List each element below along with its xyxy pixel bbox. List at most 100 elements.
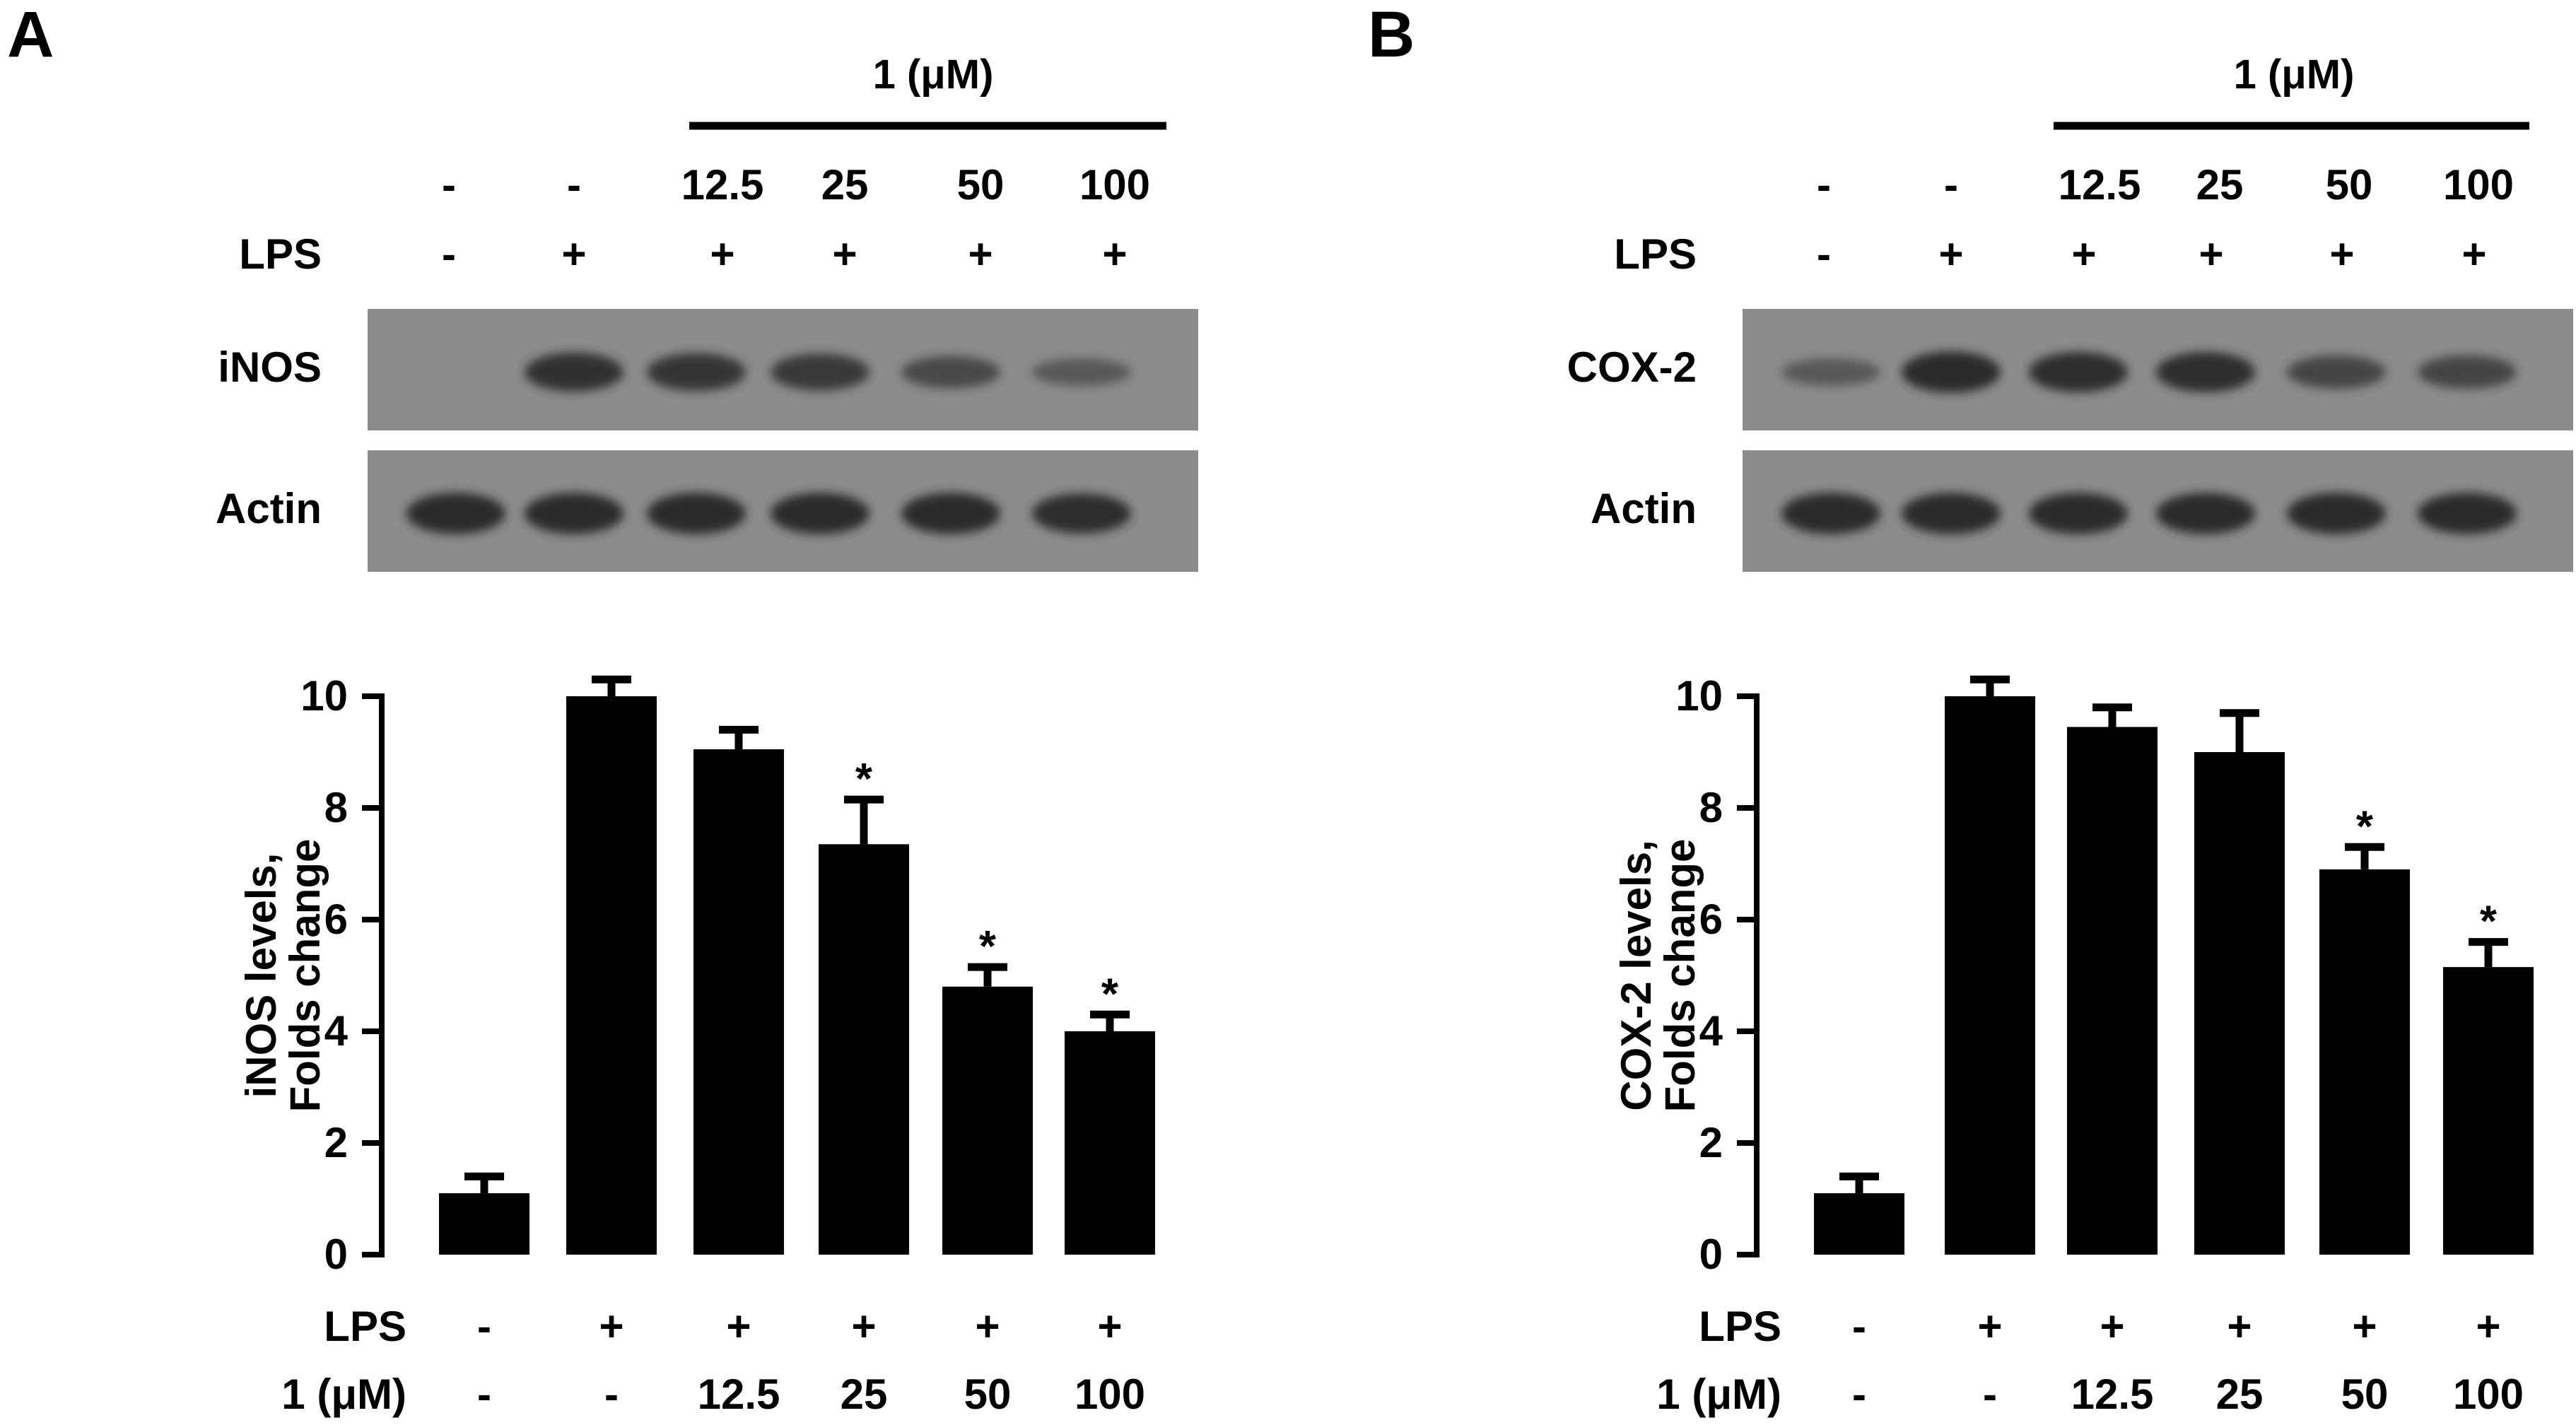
panel-a: A 1 (μM) - - 12.5 25 50 100 LPS - + + + … bbox=[7, 0, 1198, 1418]
panel-b-header-dose: - bbox=[1817, 161, 1831, 209]
blot-band bbox=[1902, 351, 2001, 393]
bar bbox=[439, 1193, 529, 1255]
blot-band bbox=[771, 493, 870, 534]
panel-b-header-dose: 12.5 bbox=[2059, 161, 2141, 209]
bar bbox=[942, 986, 1033, 1255]
panel-a-header-dose: - bbox=[442, 161, 456, 209]
panel-b-header-lps: + bbox=[2199, 230, 2223, 278]
panel-a-ylabel-line2: Folds change bbox=[281, 839, 329, 1113]
panel-a-header-lps: + bbox=[832, 230, 857, 278]
panel-a-xrow-lps: + bbox=[599, 1303, 623, 1350]
y-tick-label: 8 bbox=[1699, 784, 1723, 831]
panel-b-xrow-dose: - bbox=[1852, 1371, 1866, 1418]
panel-b-xrow-dose: 25 bbox=[2216, 1371, 2264, 1418]
panel-b: B 1 (μM) - - 12.5 25 50 100 LPS - + + + … bbox=[1368, 0, 2573, 1418]
panel-a-blot-actin bbox=[368, 450, 1198, 572]
blot-band bbox=[2029, 493, 2128, 534]
bar bbox=[2067, 727, 2158, 1255]
y-tick-label: 0 bbox=[1699, 1231, 1723, 1278]
y-tick-label: 4 bbox=[324, 1007, 349, 1055]
significance-marker: * bbox=[1101, 970, 1119, 1019]
y-tick-label: 2 bbox=[324, 1119, 348, 1166]
blot-band bbox=[1781, 358, 1880, 387]
panel-b-header-dose: 100 bbox=[2443, 161, 2514, 209]
panel-a-header-lps: + bbox=[968, 230, 993, 278]
y-tick-label: 10 bbox=[300, 672, 348, 720]
blot-band bbox=[2418, 493, 2517, 534]
panel-b-header-dose: - bbox=[1944, 161, 1958, 209]
significance-marker: * bbox=[2480, 898, 2498, 946]
panel-b-lps-label: LPS bbox=[1614, 230, 1697, 278]
blot-band bbox=[2029, 352, 2128, 392]
panel-b-xrow-dose: 50 bbox=[2341, 1371, 2389, 1418]
panel-a-xrow-dose: 100 bbox=[1075, 1371, 1145, 1418]
bar bbox=[2319, 869, 2410, 1255]
panel-a-blot-label-inos: iNOS bbox=[218, 344, 322, 391]
panel-b-xrow-lps: - bbox=[1852, 1303, 1866, 1350]
panel-a-xrow-label-dose: 1 (μM) bbox=[281, 1371, 406, 1418]
panel-b-header-dose: 50 bbox=[2326, 161, 2373, 209]
panel-a-treatment-label: 1 (μM) bbox=[873, 52, 994, 98]
panel-a-letter: A bbox=[7, 0, 54, 71]
bar bbox=[2194, 752, 2285, 1255]
y-tick-label: 8 bbox=[324, 784, 348, 831]
bar bbox=[1945, 696, 2035, 1255]
panel-a-xrow-label-lps: LPS bbox=[324, 1303, 406, 1350]
panel-b-xrow-dose: 12.5 bbox=[2071, 1371, 2154, 1418]
panel-a-header-dose: - bbox=[567, 161, 581, 209]
panel-a-blot-label-actin: Actin bbox=[216, 485, 322, 532]
panel-a-blot-inos bbox=[368, 309, 1198, 430]
y-tick-label: 10 bbox=[1675, 672, 1723, 720]
panel-b-blot-label-actin: Actin bbox=[1591, 485, 1697, 532]
bar bbox=[2443, 967, 2534, 1255]
panel-a-header-dose: 100 bbox=[1079, 161, 1150, 209]
significance-marker: * bbox=[979, 922, 997, 971]
panel-b-xrow-label-dose: 1 (μM) bbox=[1656, 1371, 1781, 1418]
panel-a-xrow-dose: 25 bbox=[841, 1371, 888, 1418]
panel-a-xrow-lps: + bbox=[975, 1303, 1000, 1350]
panel-b-header-lps: + bbox=[1938, 230, 1963, 278]
blot-band bbox=[2418, 355, 2517, 389]
panel-b-header-dose: 25 bbox=[2196, 161, 2244, 209]
panel-b-xrow-label-lps: LPS bbox=[1699, 1303, 1781, 1350]
panel-a-xrow-lps: + bbox=[726, 1303, 751, 1350]
bar bbox=[693, 749, 784, 1255]
blot-band bbox=[2156, 352, 2255, 392]
bar bbox=[819, 844, 909, 1255]
bar bbox=[1814, 1193, 1904, 1255]
panel-b-ylabel-line1: COX-2 levels, bbox=[1612, 840, 1660, 1111]
y-tick-label: 6 bbox=[1699, 896, 1723, 943]
panel-b-header-lps: + bbox=[2461, 230, 2486, 278]
panel-a-xrow-lps: + bbox=[1097, 1303, 1122, 1350]
panel-b-letter: B bbox=[1368, 0, 1415, 71]
panel-b-ylabel-line2: Folds change bbox=[1656, 839, 1704, 1113]
panel-a-xrow-dose: 50 bbox=[964, 1371, 1012, 1418]
panel-b-xrow-lps: + bbox=[2227, 1303, 2252, 1350]
panel-b-xrow-lps: + bbox=[2100, 1303, 2124, 1350]
panel-b-header-lps: + bbox=[2071, 230, 2096, 278]
panel-a-xrow-lps: + bbox=[851, 1303, 876, 1350]
panel-b-blot-cox2 bbox=[1743, 309, 2573, 430]
panel-a-header-lps: - bbox=[442, 230, 456, 278]
panel-b-treatment-label: 1 (μM) bbox=[2234, 52, 2355, 98]
bar bbox=[566, 696, 657, 1255]
blot-band bbox=[525, 493, 623, 534]
panel-a-header-lps: + bbox=[710, 230, 734, 278]
panel-b-header-lps: - bbox=[1817, 230, 1831, 278]
panel-b-xrow-lps: + bbox=[2352, 1303, 2377, 1350]
panel-a-xrow-lps: - bbox=[477, 1303, 491, 1350]
panel-b-blot-label-cox2: COX-2 bbox=[1567, 344, 1697, 391]
panel-b-xrow-lps: + bbox=[2476, 1303, 2500, 1350]
panel-b-bar-chart: 0 2 4 6 8 10 * * bbox=[1675, 672, 2534, 1278]
blot-band bbox=[1032, 358, 1131, 387]
blot-band bbox=[1781, 493, 1880, 534]
panel-a-header-dose: 50 bbox=[957, 161, 1005, 209]
panel-a-xrow-dose: - bbox=[477, 1371, 491, 1418]
panel-a-ylabel-line1: iNOS levels, bbox=[238, 853, 285, 1098]
blot-band bbox=[2287, 355, 2386, 389]
y-tick-label: 2 bbox=[1699, 1119, 1723, 1166]
y-tick-label: 6 bbox=[324, 896, 348, 943]
panel-a-xrow-dose: 12.5 bbox=[698, 1371, 780, 1418]
panel-b-header-lps: + bbox=[2329, 230, 2354, 278]
